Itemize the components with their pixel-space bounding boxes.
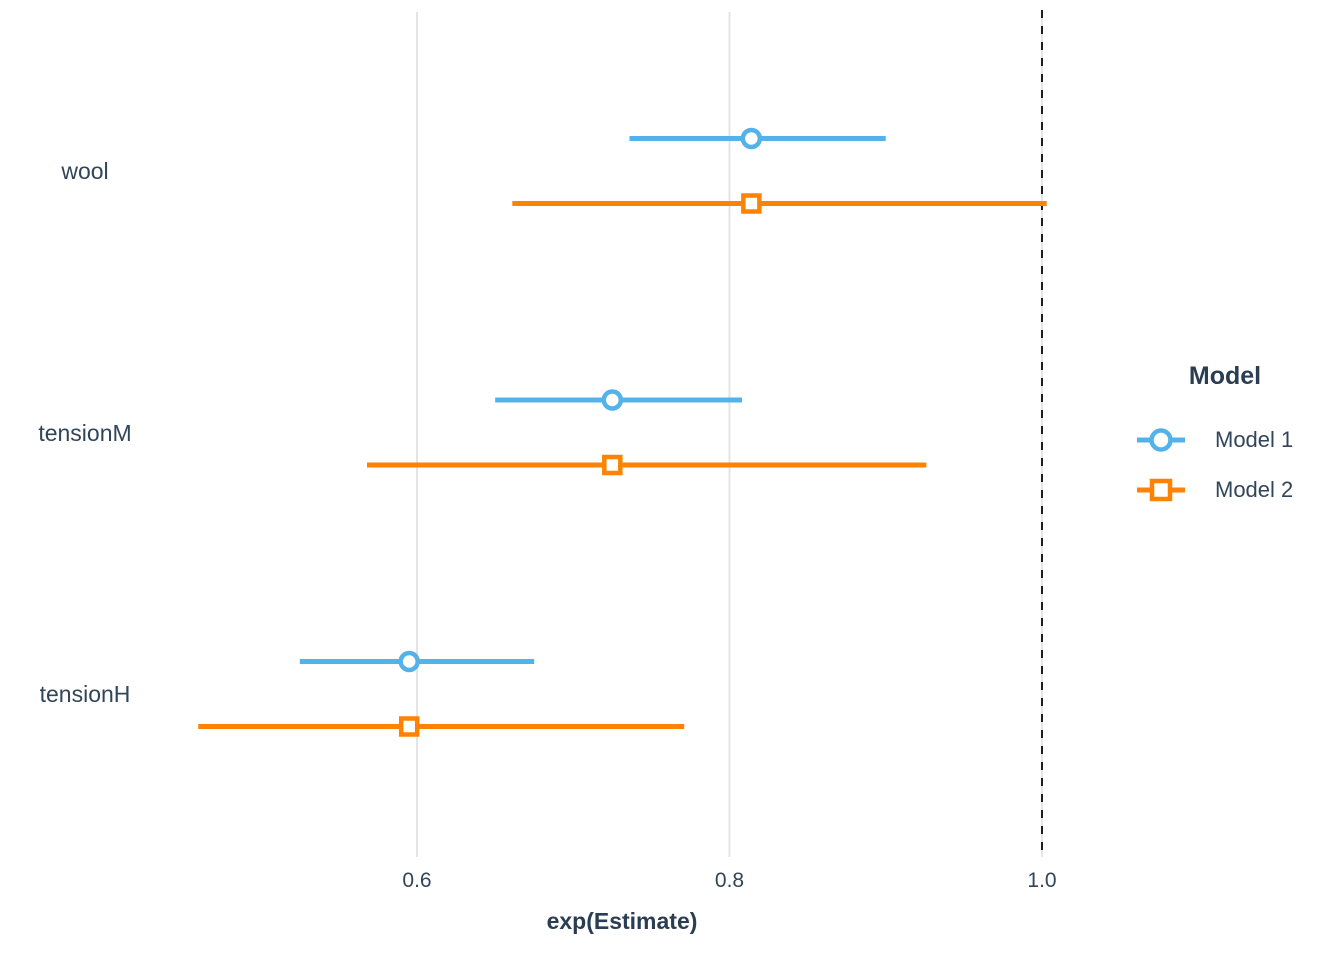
estimate-marker-square [602,454,623,476]
y-axis-label-wool: wool [61,158,109,184]
estimate-marker-circle [740,127,763,150]
legend-title: Model [1188,362,1262,390]
estimate-marker-square [398,716,420,737]
legend: Model Model 1 Model 2 [1135,362,1315,527]
x-tick-label: 0.8 [714,869,745,892]
legend-item-model-1: Model 1 [1135,427,1315,453]
legend-item-model-2: Model 2 [1135,477,1315,503]
estimate-marker-square [741,193,762,214]
y-axis-label-tensionh: tensionH [39,681,131,707]
estimate-marker-circle [601,389,624,411]
model-2-square-key-icon [1137,478,1185,502]
x-tick-label: 0.6 [402,869,432,892]
estimate-marker-circle [398,650,420,673]
legend-item-label: Model 1 [1215,427,1294,452]
x-axis-title: exp(Estimate) [546,908,698,934]
legend-item-label: Model 2 [1215,477,1294,502]
x-tick-label: 1.0 [1027,869,1057,892]
y-axis-label-tensionm: tensionM [38,419,132,446]
model-1-circle-key-icon [1137,428,1185,452]
